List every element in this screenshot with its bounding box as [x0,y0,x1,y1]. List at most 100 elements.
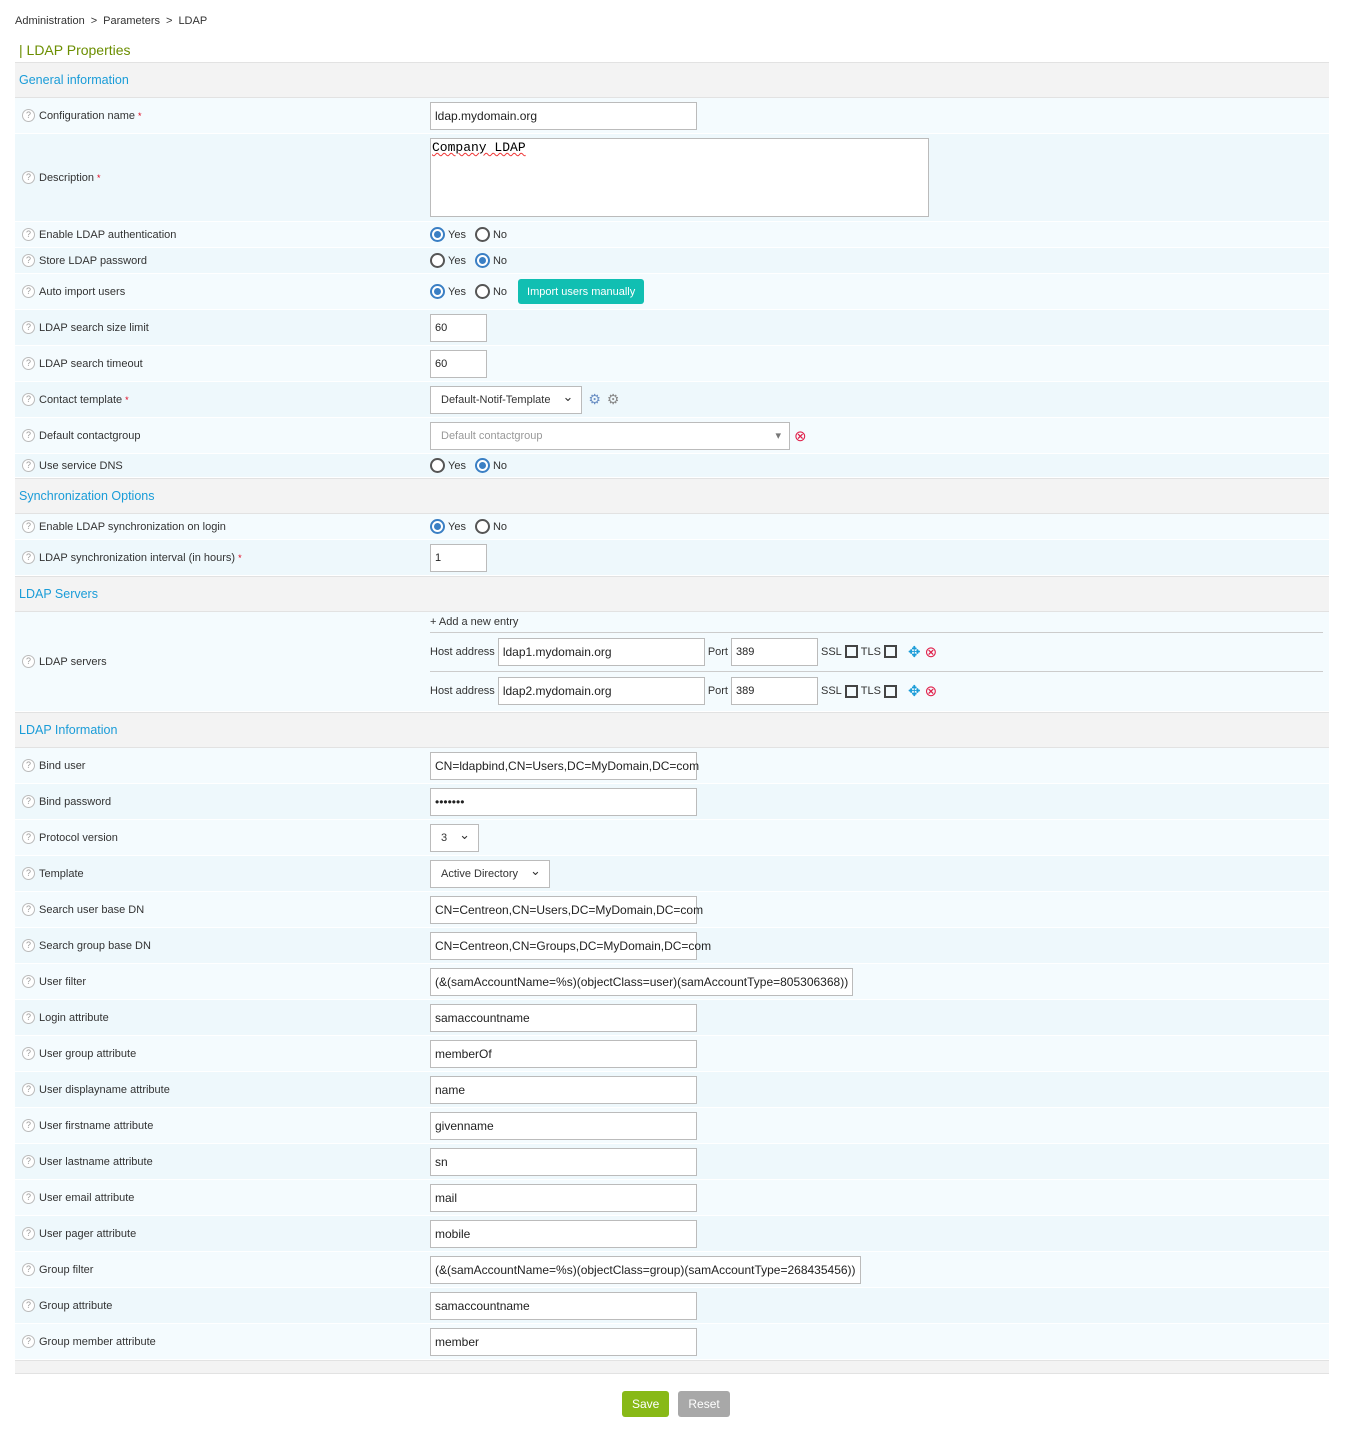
help-icon[interactable]: ? [22,551,35,564]
help-icon[interactable]: ? [22,459,35,472]
text-input[interactable]: sn [430,1147,697,1176]
radio-circle[interactable] [474,519,490,534]
radio-circle[interactable] [474,458,490,473]
radio-no[interactable]: No [474,458,507,473]
select-dropdown[interactable]: Active Directory ⌄ [430,859,550,888]
help-icon[interactable]: ? [22,1299,35,1312]
description-textarea[interactable]: Company LDAP [430,138,929,217]
radio-yes[interactable]: Yes [430,227,466,242]
help-icon[interactable]: ? [22,321,35,334]
text-input[interactable]: CN=ldapbind,CN=Users,DC=MyDomain,DC=com [430,751,699,780]
move-icon[interactable]: ✥ [907,683,921,700]
ssl-checkbox[interactable] [844,684,858,698]
text-input[interactable]: (&(samAccountName=%s)(objectClass=user)(… [430,967,854,996]
help-icon[interactable]: ? [22,1191,35,1204]
help-icon[interactable]: ? [22,520,35,533]
help-icon[interactable]: ? [22,1263,35,1276]
radio-no[interactable]: No [474,519,507,534]
help-icon[interactable]: ? [22,1083,35,1096]
text-input[interactable]: memberOf [430,1039,697,1068]
radio-circle[interactable] [430,284,445,299]
text-input[interactable] [430,349,487,378]
radio-yes[interactable]: Yes [430,284,466,299]
host-input[interactable]: ldap2.mydomain.org [497,677,705,705]
radio-circle[interactable] [474,284,490,299]
help-icon[interactable]: ? [22,1335,35,1348]
help-icon[interactable]: ? [22,655,35,668]
select-value: 3 [441,831,448,844]
text-input[interactable]: ldap.mydomain.org [430,101,697,130]
contactgroup-select[interactable]: Default contactgroup ▾ [430,421,790,450]
text-input[interactable] [430,543,487,572]
help-icon[interactable]: ? [22,254,35,267]
edit-gear-icon[interactable]: ⚙ [606,391,620,407]
tls-checkbox[interactable] [883,645,897,658]
text-input[interactable]: member [430,1327,697,1356]
help-icon[interactable]: ? [22,171,35,184]
text-input[interactable] [430,313,487,342]
help-icon[interactable]: ? [22,831,35,844]
help-icon[interactable]: ? [22,228,35,241]
radio-circle[interactable] [430,253,445,268]
radio-yes[interactable]: Yes [430,519,466,534]
ssl-checkbox[interactable] [844,645,858,658]
reset-button[interactable]: Reset [678,1391,730,1417]
breadcrumb-administration[interactable]: Administration [15,15,85,27]
text-input[interactable]: ••••••• [430,787,697,816]
radio-circle[interactable] [430,227,445,242]
radio-yes[interactable]: Yes [430,458,466,473]
text-input[interactable]: samaccountname [430,1291,697,1320]
radio-circle[interactable] [430,519,445,534]
radio-circle[interactable] [474,253,490,268]
help-icon[interactable]: ? [22,1119,35,1132]
radio-circle[interactable] [430,458,445,473]
import-users-button[interactable]: Import users manually [518,279,645,304]
help-icon[interactable]: ? [22,975,35,988]
help-icon[interactable]: ? [22,109,35,122]
text-input[interactable]: CN=Centreon,CN=Groups,DC=MyDomain,DC=com [430,931,711,960]
host-input[interactable]: ldap1.mydomain.org [497,637,705,666]
help-icon[interactable]: ? [22,903,35,916]
text-input[interactable]: givenname [430,1111,697,1140]
text-input[interactable]: mail [430,1183,697,1212]
port-input[interactable] [731,637,818,666]
remove-icon[interactable]: ⊗ [924,683,938,700]
help-icon[interactable]: ? [22,939,35,952]
move-icon[interactable]: ✥ [907,643,921,661]
help-icon[interactable]: ? [22,1155,35,1168]
breadcrumb-ldap[interactable]: LDAP [178,15,208,27]
help-icon[interactable]: ? [22,429,35,442]
help-icon[interactable]: ? [22,357,35,370]
radio-no[interactable]: No [474,253,507,268]
help-icon[interactable]: ? [22,393,35,406]
text-input[interactable]: name [430,1075,697,1104]
radio-circle[interactable] [474,227,490,242]
help-icon[interactable]: ? [22,1047,35,1060]
radio-yes[interactable]: Yes [430,253,466,268]
port-input[interactable] [731,677,818,705]
tls-checkbox[interactable] [883,684,897,698]
info-gear-icon[interactable]: ⚙ [588,391,601,407]
help-icon[interactable]: ? [22,867,35,880]
add-new-entry-link[interactable]: + Add a new entry [430,613,1323,633]
text-input[interactable]: mobile [430,1219,697,1248]
select-dropdown[interactable]: Default-Notif-Template ⌄ [430,385,583,414]
text-input[interactable]: samaccountname [430,1003,697,1032]
clear-icon[interactable]: ⊗ [794,427,807,445]
help-icon[interactable]: ? [22,1011,35,1024]
text-input[interactable]: CN=Centreon,CN=Users,DC=MyDomain,DC=com [430,895,703,924]
label-text: Enable LDAP synchronization on login [39,520,226,533]
label-text: User filter [39,975,87,988]
remove-icon[interactable]: ⊗ [924,643,938,661]
radio-no[interactable]: No [474,284,507,299]
help-icon[interactable]: ? [22,1227,35,1240]
select-dropdown[interactable]: 3 ⌄ [430,823,480,852]
help-icon[interactable]: ? [22,759,35,772]
breadcrumb-parameters[interactable]: Parameters [103,15,160,27]
radio-no[interactable]: No [474,227,507,242]
tls-label: TLS [860,645,881,658]
save-button[interactable]: Save [622,1391,670,1417]
text-input[interactable]: (&(samAccountName=%s)(objectClass=group)… [430,1255,861,1284]
help-icon[interactable]: ? [22,795,35,808]
help-icon[interactable]: ? [22,285,35,298]
